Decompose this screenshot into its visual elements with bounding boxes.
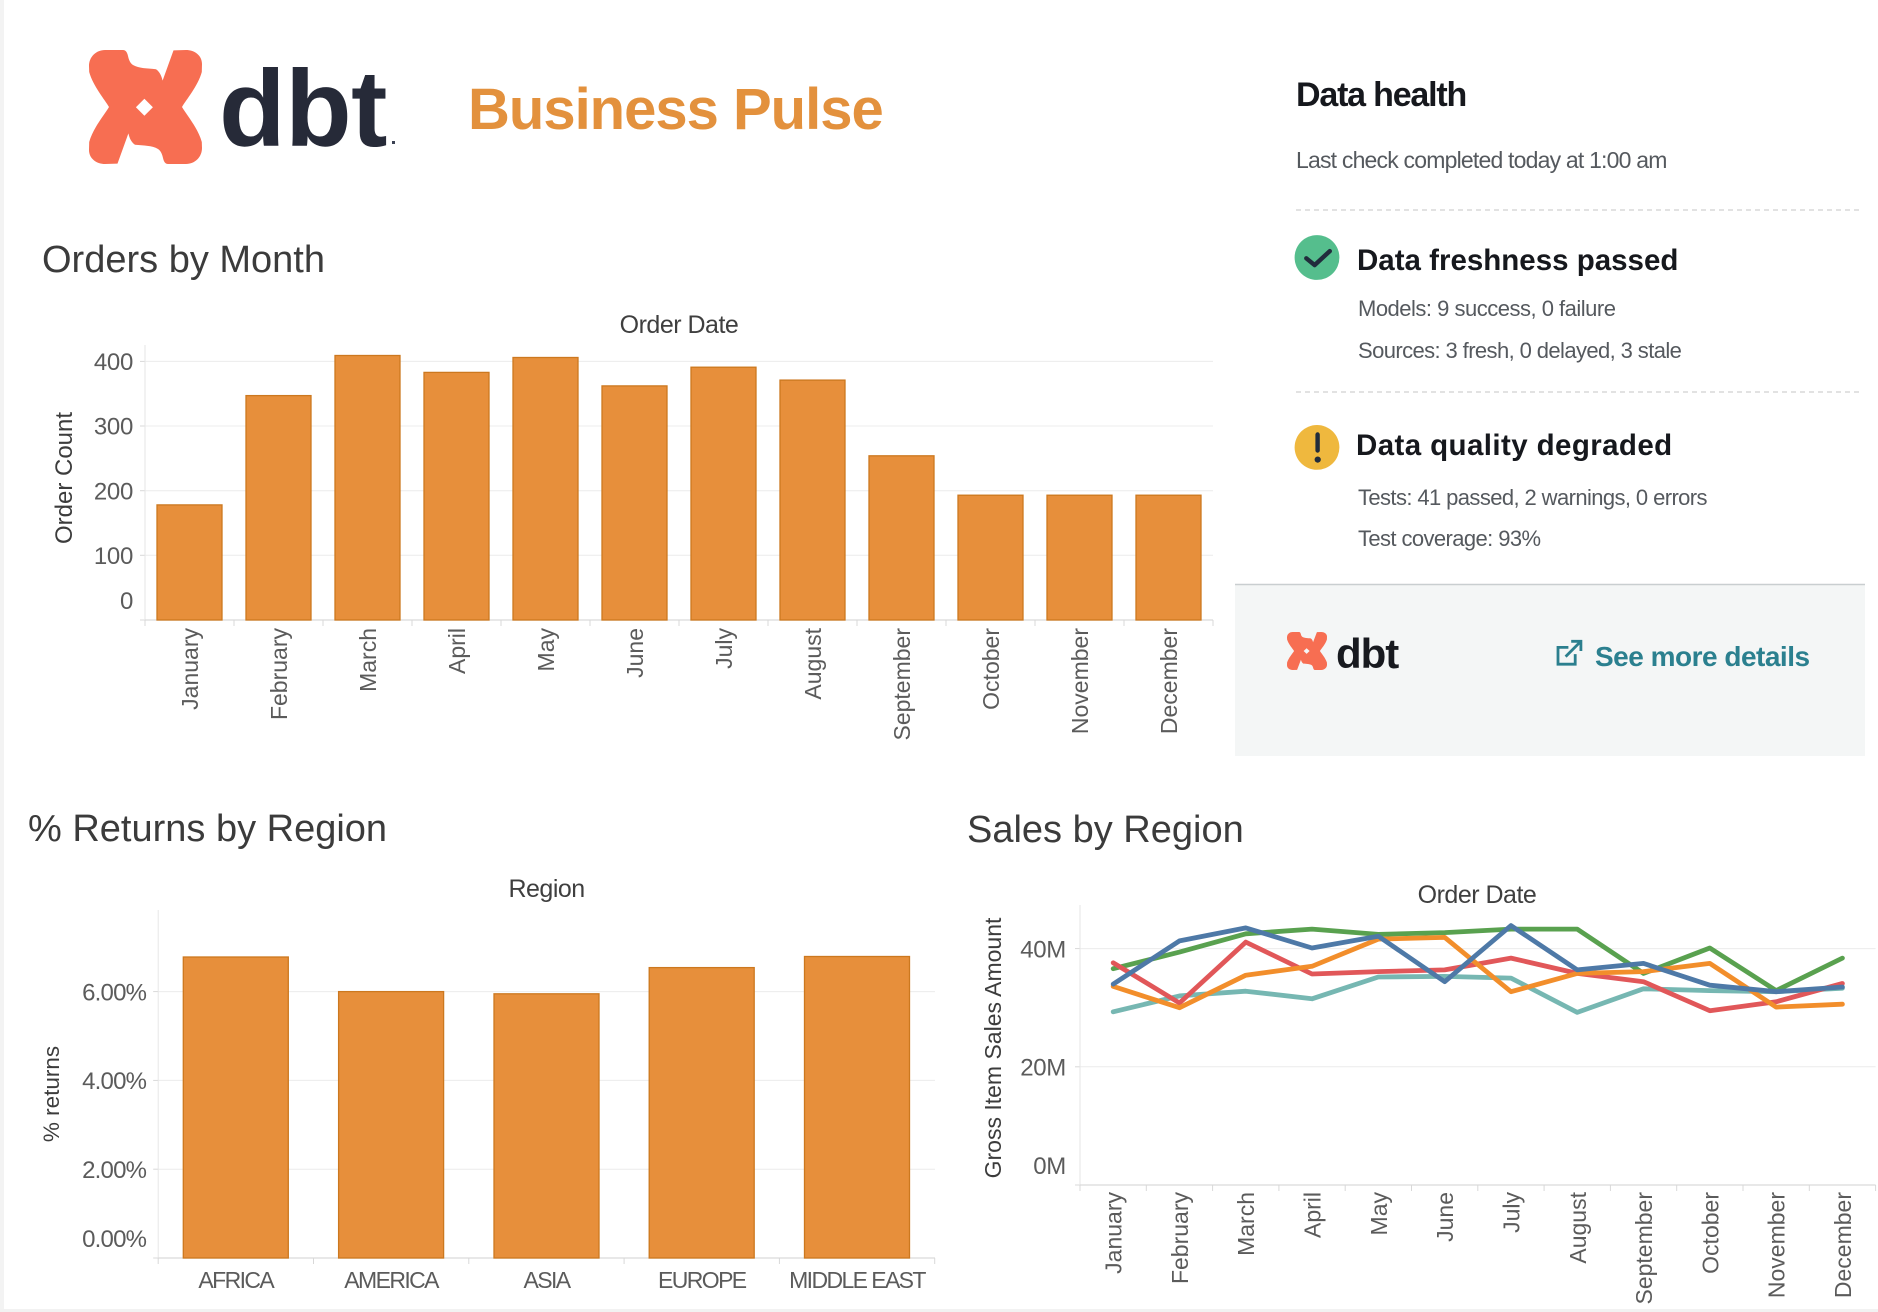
svg-text:MIDDLE EAST: MIDDLE EAST (789, 1267, 926, 1293)
svg-text:December: December (1830, 1192, 1856, 1298)
svg-text:Data freshness passed: Data freshness passed (1357, 244, 1678, 277)
svg-text:EUROPE: EUROPE (658, 1267, 747, 1293)
svg-text:100: 100 (94, 543, 133, 570)
svg-text:December: December (1156, 628, 1182, 734)
svg-text:October: October (1697, 1192, 1723, 1274)
svg-text:See more details: See more details (1595, 641, 1810, 672)
svg-text:AFRICA: AFRICA (198, 1267, 275, 1293)
svg-text:May: May (533, 628, 559, 672)
svg-text:% Returns by Region: % Returns by Region (28, 808, 387, 850)
svg-text:AMERICA: AMERICA (344, 1267, 440, 1293)
svg-text:Tests: 41 passed, 2 warnings,: Tests: 41 passed, 2 warnings, 0 errors (1358, 485, 1708, 510)
svg-text:Orders by Month: Orders by Month (42, 239, 325, 281)
svg-text:September: September (1631, 1192, 1657, 1305)
svg-text:March: March (355, 628, 381, 692)
svg-text:300: 300 (94, 414, 133, 441)
svg-text:200: 200 (94, 478, 133, 505)
svg-text:Order Date: Order Date (620, 311, 739, 339)
svg-text:September: September (889, 628, 915, 741)
svg-text:400: 400 (94, 349, 133, 376)
svg-text:Data health: Data health (1296, 76, 1466, 114)
svg-text:April: April (1300, 1192, 1326, 1238)
svg-text:April: April (444, 628, 470, 674)
svg-text:dbt: dbt (219, 48, 387, 170)
svg-text:January: January (1101, 1192, 1127, 1274)
svg-text:Region: Region (508, 875, 584, 903)
svg-text:Business Pulse: Business Pulse (468, 77, 883, 142)
svg-text:Models: 9 success, 0 failure: Models: 9 success, 0 failure (1358, 296, 1616, 321)
svg-text:November: November (1067, 628, 1093, 734)
svg-text:Test coverage: 93%: Test coverage: 93% (1358, 526, 1540, 551)
svg-text:Sources: 3 fresh, 0 delayed, 3: Sources: 3 fresh, 0 delayed, 3 stale (1358, 338, 1682, 363)
svg-text:January: January (177, 628, 203, 710)
svg-text:Sales by Region: Sales by Region (967, 809, 1244, 851)
svg-text:Order Count: Order Count (51, 412, 78, 544)
svg-text:4.00%: 4.00% (82, 1068, 147, 1095)
svg-text:November: November (1764, 1192, 1790, 1298)
svg-text:20M: 20M (1020, 1055, 1066, 1082)
svg-text:June: June (622, 628, 648, 678)
svg-text:Last check completed today at: Last check completed today at 1:00 am (1296, 147, 1667, 173)
svg-text:October: October (978, 628, 1004, 710)
svg-text:dbt: dbt (1336, 630, 1399, 677)
svg-text:May: May (1366, 1192, 1392, 1236)
svg-text:August: August (800, 627, 826, 699)
svg-text:ASIA: ASIA (523, 1267, 571, 1293)
svg-text:July: July (1499, 1192, 1525, 1233)
svg-text:40M: 40M (1020, 936, 1066, 963)
svg-text:0.00%: 0.00% (82, 1226, 147, 1253)
svg-text:February: February (266, 628, 292, 721)
svg-text:0: 0 (120, 588, 133, 615)
svg-text:0M: 0M (1033, 1153, 1066, 1180)
svg-text:Data quality degraded: Data quality degraded (1356, 429, 1673, 462)
svg-text:Gross Item Sales Amount: Gross Item Sales Amount (980, 917, 1006, 1178)
svg-text:August: August (1565, 1191, 1591, 1263)
svg-text:March: March (1233, 1192, 1259, 1256)
svg-text:Order Date: Order Date (1418, 881, 1537, 909)
svg-text:2.00%: 2.00% (82, 1157, 147, 1184)
svg-text:February: February (1167, 1192, 1193, 1285)
svg-text:July: July (711, 628, 737, 669)
svg-text:6.00%: 6.00% (82, 979, 147, 1006)
svg-text:% returns: % returns (39, 1046, 64, 1142)
svg-text:June: June (1432, 1192, 1458, 1242)
